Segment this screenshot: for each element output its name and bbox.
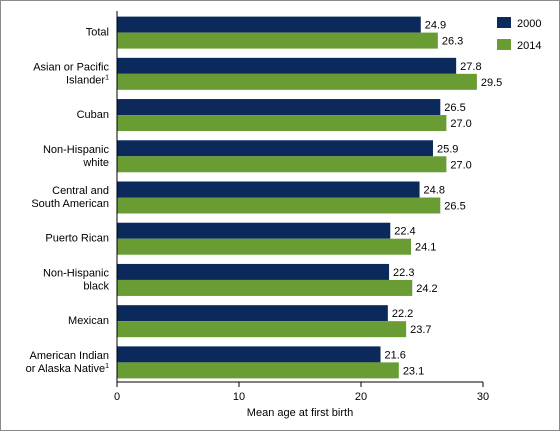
- value-label-2014-5: 24.1: [415, 242, 436, 254]
- bar-2000-7: [117, 305, 388, 322]
- bar-2000-6: [117, 263, 390, 280]
- x-tick-label-10: 10: [233, 391, 245, 403]
- bar-2014-1: [117, 73, 477, 90]
- bar-2000-8: [117, 346, 381, 363]
- bar-2000-1: [117, 57, 457, 74]
- category-label-1: Asian or Pacific Islander1: [33, 61, 109, 86]
- x-tick-label-30: 30: [477, 391, 489, 403]
- value-label-2000-7: 22.2: [392, 308, 413, 320]
- bar-2000-3: [117, 140, 433, 157]
- bar-2000-2: [117, 99, 441, 116]
- legend-label-2014: 2014: [517, 40, 541, 52]
- category-labels-layer: Total Asian or Pacific Islander1 Cuban Non-H…: [26, 27, 110, 375]
- value-label-2014-0: 26.3: [442, 36, 463, 48]
- category-label-3: Non-Hispanic white: [43, 144, 110, 169]
- x-axis-title: Mean age at first birth: [247, 407, 353, 419]
- value-label-2000-4: 24.8: [424, 185, 445, 197]
- value-label-2014-6: 24.2: [416, 283, 437, 295]
- bar-2014-5: [117, 238, 412, 255]
- value-label-2000-8: 21.6: [385, 349, 406, 361]
- category-label-7: Mexican: [68, 315, 109, 327]
- value-label-2014-8: 23.1: [403, 365, 424, 377]
- legend-swatch-2014: [497, 39, 511, 50]
- legend-label-2000: 2000: [517, 18, 541, 30]
- footnote-marker: 1: [105, 74, 109, 81]
- x-tick-label-0: 0: [114, 391, 120, 403]
- bar-2000-4: [117, 181, 420, 198]
- category-label-2: Cuban: [77, 109, 109, 121]
- value-label-2014-3: 27.0: [450, 159, 471, 171]
- bar-2014-4: [117, 197, 441, 214]
- value-label-2000-6: 22.3: [393, 267, 414, 279]
- value-labels-layer: 24.9 26.3 27.829.5 26.5 27.0 25.9 27.0 24.8 26.5…: [385, 20, 503, 378]
- bar-2000-5: [117, 222, 391, 239]
- bars-layer: [117, 16, 477, 379]
- bar-2014-7: [117, 321, 407, 338]
- value-label-2000-1: 27.8: [460, 61, 481, 73]
- category-label-0: Total: [86, 27, 109, 39]
- value-label-2000-5: 22.4: [394, 226, 415, 238]
- value-label-2014-4: 26.5: [444, 201, 465, 213]
- value-label-2014-2: 27.0: [450, 118, 471, 130]
- bar-2014-0: [117, 32, 438, 49]
- legend-swatch-2000: [497, 17, 511, 28]
- category-label-6: Non-Hispanic black: [43, 267, 110, 292]
- category-label-8: American Indian or Alaska Native1: [26, 350, 109, 375]
- footnote-marker: 1: [105, 363, 109, 370]
- value-label-2000-0: 24.9: [425, 20, 446, 32]
- value-label-2000-3: 25.9: [437, 143, 458, 155]
- bar-2000-0: [117, 16, 421, 33]
- x-tick-label-20: 20: [355, 391, 367, 403]
- value-label-2014-7: 23.7: [410, 324, 431, 336]
- legend: 2000 2014: [497, 17, 541, 52]
- axes-layer: 0 10 20 30 Mean age at first birth: [114, 11, 489, 419]
- bar-2014-2: [117, 115, 447, 132]
- value-label-2000-2: 26.5: [444, 102, 465, 114]
- category-label-5: Puerto Rican: [45, 233, 109, 245]
- bar-2014-6: [117, 279, 413, 296]
- value-label-2014-1: 29.5: [481, 77, 502, 89]
- category-label-4: Central and South American: [31, 185, 109, 210]
- bar-2014-8: [117, 362, 399, 379]
- bar-2014-3: [117, 156, 447, 173]
